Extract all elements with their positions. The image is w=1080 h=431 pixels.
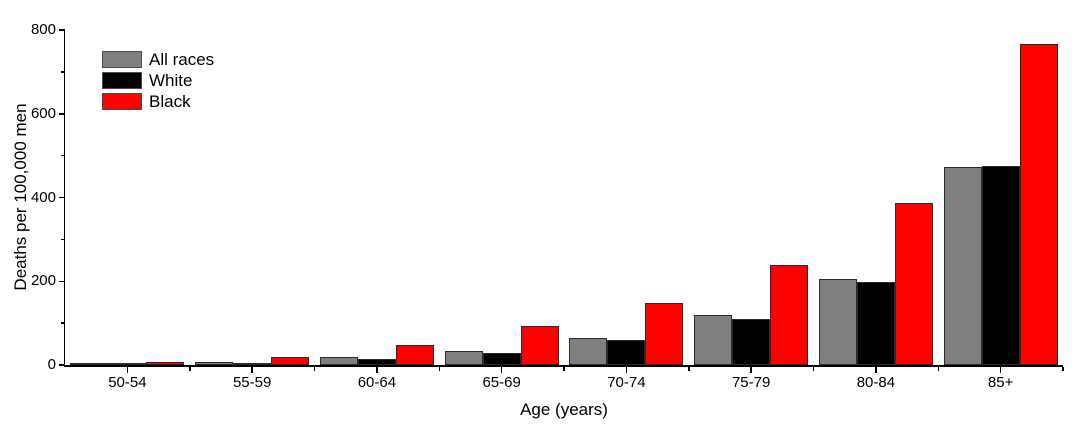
x-tick-label: 70-74	[607, 374, 646, 391]
x-major-tick	[625, 366, 628, 373]
x-tick-label: 65-69	[482, 374, 521, 391]
x-tick-label: 80-84	[856, 374, 896, 391]
x-minor-tick	[1062, 366, 1064, 371]
x-minor-tick	[313, 366, 316, 371]
x-minor-tick	[438, 366, 440, 371]
bar-all-races-85+	[943, 166, 982, 365]
y-tick-label: 0	[47, 356, 56, 373]
bar-black-80-84	[894, 202, 933, 365]
x-minor-tick	[688, 366, 690, 371]
bar-white-75-79	[732, 318, 771, 365]
x-tick-label: 85+	[987, 374, 1014, 391]
legend-swatch-white	[102, 72, 142, 89]
legend-item-label: Black	[149, 92, 191, 111]
bar-black-55-59	[271, 357, 310, 365]
bar-all-races-70-74	[569, 337, 608, 365]
legend-item-label: All races	[149, 50, 215, 69]
x-axis-line	[63, 365, 1063, 367]
x-minor-tick	[563, 366, 565, 371]
x-major-tick	[750, 366, 752, 373]
bar-all-races-80-84	[818, 278, 857, 365]
x-tick-label: 50-54	[108, 374, 147, 391]
y-axis-title: Deaths per 100,000 men	[11, 103, 30, 291]
bar-white-60-64	[357, 359, 396, 365]
legend-item: Black	[102, 93, 214, 110]
bar-white-65-69	[482, 352, 521, 365]
y-tick-label: 800	[30, 21, 56, 38]
x-major-tick	[251, 366, 253, 373]
bar-black-65-69	[520, 326, 559, 365]
x-tick-label: 60-64	[357, 374, 397, 391]
plot-area	[65, 30, 1063, 365]
x-tick-label: 55-59	[232, 374, 272, 391]
bar-black-50-54	[146, 361, 185, 365]
x-tick-label: 75-79	[731, 374, 771, 391]
x-major-tick	[999, 366, 1002, 373]
bar-black-70-74	[645, 302, 684, 365]
legend-swatch-black	[102, 93, 142, 110]
bar-black-75-79	[770, 265, 809, 365]
legend-item: All races	[102, 51, 214, 68]
bar-all-races-75-79	[694, 314, 733, 365]
x-major-tick	[875, 366, 877, 373]
bar-black-60-64	[395, 344, 434, 365]
bar-black-85+	[1019, 44, 1058, 365]
bar-white-80-84	[856, 281, 895, 365]
bar-white-70-74	[607, 339, 646, 365]
x-minor-tick	[812, 366, 815, 371]
x-minor-tick	[189, 366, 191, 371]
x-minor-tick	[937, 366, 939, 371]
legend-item-label: White	[149, 71, 193, 90]
bar-white-50-54	[108, 363, 147, 365]
bar-all-races-50-54	[70, 363, 109, 365]
bar-all-races-55-59	[195, 362, 234, 365]
legend-item: White	[102, 72, 214, 89]
legend: All races White Black	[102, 51, 214, 114]
legend-swatch-all-races	[102, 51, 142, 68]
bar-white-85+	[981, 165, 1020, 365]
x-axis-title: Age (years)	[520, 400, 608, 419]
x-major-tick	[376, 366, 378, 373]
x-major-tick	[500, 366, 503, 373]
bar-all-races-65-69	[444, 350, 483, 365]
bar-white-55-59	[233, 362, 272, 365]
x-major-tick	[126, 366, 129, 373]
bar-all-races-60-64	[319, 357, 358, 365]
